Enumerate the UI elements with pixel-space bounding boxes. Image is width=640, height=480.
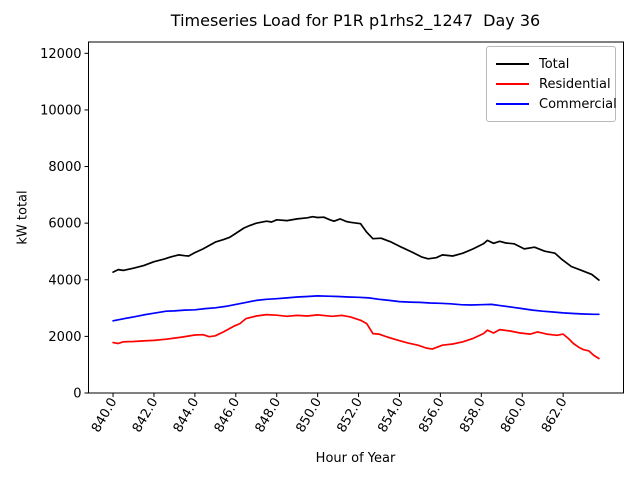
- legend-label-residential: Residential: [539, 76, 611, 92]
- legend: Total Residential Commercial: [486, 46, 617, 122]
- x-tick-label: 852.0: [334, 396, 366, 436]
- commercial-line-swatch: [496, 103, 529, 105]
- chart-title: Timeseries Load for P1R p1rhs2_1247 Day …: [170, 11, 541, 30]
- commercial-series-line: [112, 295, 600, 322]
- y-tick-label: 4000: [48, 273, 81, 288]
- x-tick-label: 860.0: [498, 396, 530, 436]
- residential-series-line: [112, 313, 600, 360]
- legend-item-commercial: Commercial: [496, 94, 617, 114]
- y-tick-label: 2000: [48, 330, 81, 345]
- x-axis-label: Hour of Year: [315, 451, 396, 466]
- x-tick-label: 840.0: [89, 396, 121, 436]
- x-tick-label: 858.0: [457, 396, 489, 436]
- y-tick-label: 12000: [40, 47, 81, 62]
- total-line-swatch: [496, 63, 529, 65]
- x-tick-label: 848.0: [253, 396, 285, 436]
- x-tick-label: 856.0: [416, 396, 448, 436]
- residential-line-swatch: [496, 83, 529, 85]
- legend-item-residential: Residential: [496, 74, 611, 94]
- x-tick-label: 850.0: [294, 396, 326, 436]
- x-tick-label: 846.0: [212, 396, 244, 436]
- legend-item-total: Total: [496, 54, 606, 74]
- plot-frame: [88, 41, 624, 394]
- y-tick-label: 0: [73, 387, 81, 402]
- x-tick-label: 842.0: [130, 396, 162, 436]
- y-tick-label: 10000: [40, 103, 81, 118]
- legend-label-commercial: Commercial: [539, 96, 617, 112]
- legend-label-total: Total: [539, 56, 570, 72]
- y-tick-label: 8000: [48, 160, 81, 175]
- total-series-line: [112, 215, 600, 281]
- x-tick-label: 862.0: [539, 396, 571, 436]
- y-tick-label: 6000: [48, 217, 81, 232]
- x-tick-label: 854.0: [375, 396, 407, 436]
- x-tick-label: 844.0: [171, 396, 203, 436]
